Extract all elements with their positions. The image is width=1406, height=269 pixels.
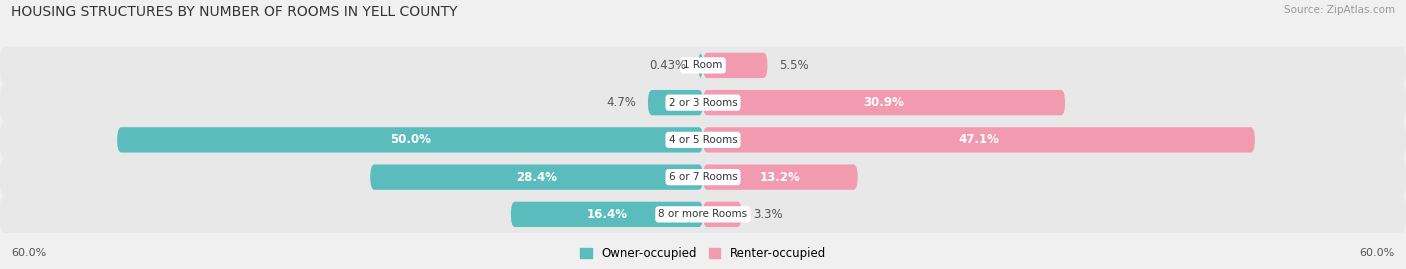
Text: 3.3%: 3.3% (754, 208, 783, 221)
FancyBboxPatch shape (117, 127, 703, 153)
FancyBboxPatch shape (648, 90, 703, 115)
FancyBboxPatch shape (510, 202, 703, 227)
Text: 8 or more Rooms: 8 or more Rooms (658, 209, 748, 220)
Text: 4.7%: 4.7% (606, 96, 637, 109)
Text: HOUSING STRUCTURES BY NUMBER OF ROOMS IN YELL COUNTY: HOUSING STRUCTURES BY NUMBER OF ROOMS IN… (11, 5, 458, 19)
Text: 16.4%: 16.4% (586, 208, 627, 221)
FancyBboxPatch shape (697, 53, 703, 78)
Text: Source: ZipAtlas.com: Source: ZipAtlas.com (1284, 5, 1395, 15)
FancyBboxPatch shape (703, 202, 742, 227)
Text: 2 or 3 Rooms: 2 or 3 Rooms (669, 98, 737, 108)
FancyBboxPatch shape (0, 196, 1406, 233)
FancyBboxPatch shape (703, 53, 768, 78)
Text: 60.0%: 60.0% (11, 248, 46, 258)
FancyBboxPatch shape (703, 90, 1066, 115)
Text: 13.2%: 13.2% (761, 171, 800, 184)
Text: 0.43%: 0.43% (650, 59, 686, 72)
Text: 30.9%: 30.9% (863, 96, 904, 109)
Text: 4 or 5 Rooms: 4 or 5 Rooms (669, 135, 737, 145)
FancyBboxPatch shape (703, 127, 1256, 153)
Text: 47.1%: 47.1% (959, 133, 1000, 146)
FancyBboxPatch shape (370, 164, 703, 190)
Legend: Owner-occupied, Renter-occupied: Owner-occupied, Renter-occupied (579, 247, 827, 260)
Text: 50.0%: 50.0% (389, 133, 430, 146)
Text: 5.5%: 5.5% (779, 59, 808, 72)
Text: 60.0%: 60.0% (1360, 248, 1395, 258)
FancyBboxPatch shape (703, 164, 858, 190)
FancyBboxPatch shape (0, 121, 1406, 158)
FancyBboxPatch shape (0, 84, 1406, 121)
FancyBboxPatch shape (0, 158, 1406, 196)
Text: 1 Room: 1 Room (683, 60, 723, 70)
Text: 6 or 7 Rooms: 6 or 7 Rooms (669, 172, 737, 182)
Text: 28.4%: 28.4% (516, 171, 557, 184)
FancyBboxPatch shape (0, 47, 1406, 84)
